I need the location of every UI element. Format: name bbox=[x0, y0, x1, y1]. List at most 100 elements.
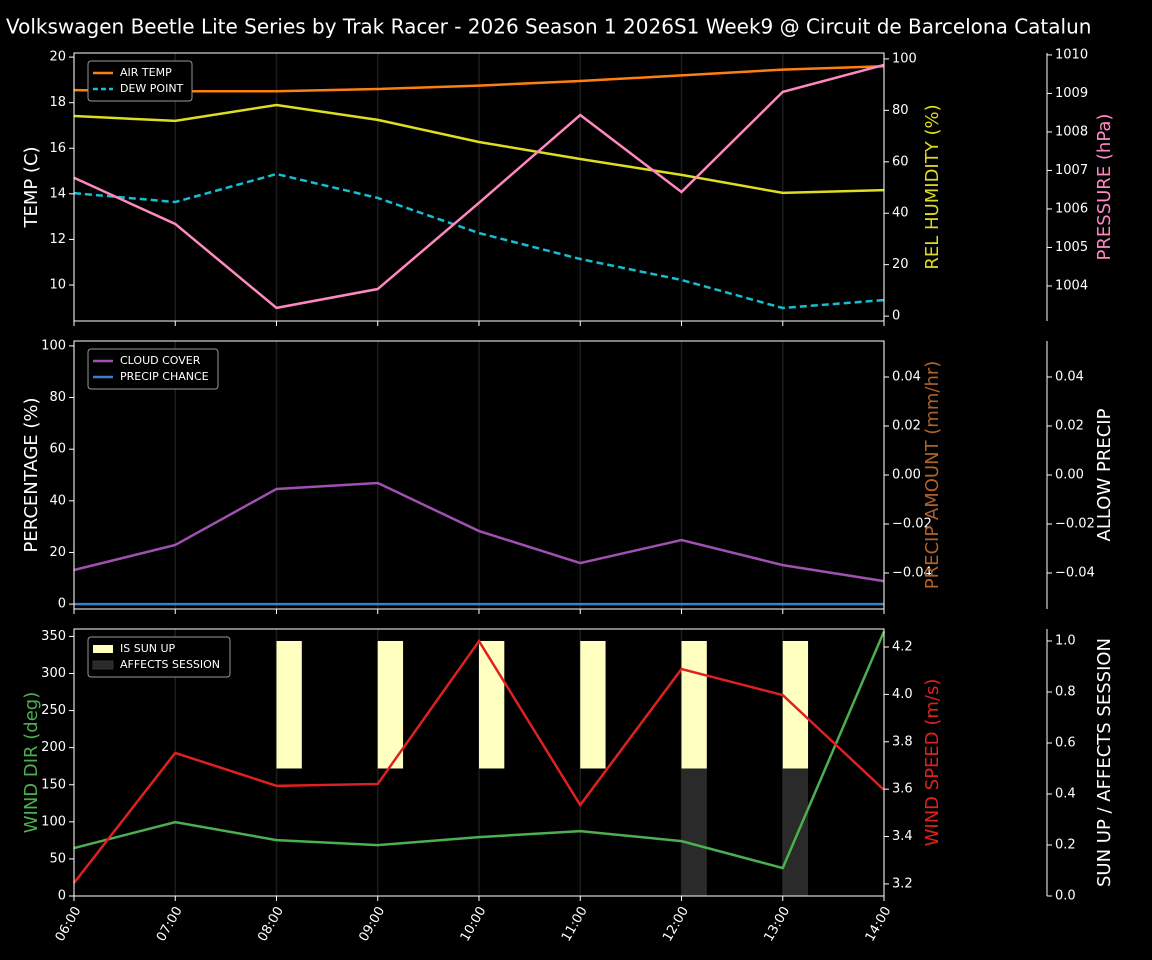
plot-frame bbox=[73, 52, 885, 322]
y-tick-label: 350 bbox=[41, 629, 66, 644]
y3-tick-label: 0.02 bbox=[1055, 419, 1084, 434]
y2-tick-label: −0.04 bbox=[892, 565, 932, 580]
y3-tick-label: 0.0 bbox=[1055, 889, 1076, 904]
legend-label: IS SUN UP bbox=[120, 642, 176, 655]
x-tick-label: 08:00 bbox=[255, 904, 287, 944]
y3-tick-label: 1005 bbox=[1055, 240, 1088, 255]
y2-tick-label: 3.8 bbox=[892, 734, 913, 749]
y-tick-label: 20 bbox=[49, 50, 66, 65]
y2-tick-label: 100 bbox=[892, 51, 917, 66]
y2-tick-label: 4.0 bbox=[892, 687, 913, 702]
legend-label: AFFECTS SESSION bbox=[120, 658, 220, 671]
y-tick-label: 0 bbox=[58, 597, 66, 612]
x-tick-label: 10:00 bbox=[458, 904, 490, 944]
series-line bbox=[73, 638, 885, 884]
legend: CLOUD COVER PRECIP CHANCE bbox=[87, 348, 219, 390]
legend-box bbox=[87, 636, 231, 678]
bar bbox=[681, 640, 707, 769]
legend: AIR TEMP DEW POINT bbox=[87, 60, 193, 102]
legend-swatch bbox=[93, 645, 113, 653]
bar bbox=[276, 640, 302, 769]
y2-tick-label: 3.4 bbox=[892, 829, 913, 844]
y-tick-label: 100 bbox=[41, 338, 66, 353]
legend: IS SUN UP AFFECTS SESSION bbox=[87, 636, 231, 678]
x-tick-label: 07:00 bbox=[154, 904, 186, 944]
y3-tick-label: 1008 bbox=[1055, 124, 1088, 139]
y3-tick-label: 0.6 bbox=[1055, 735, 1076, 750]
series-line bbox=[73, 172, 885, 310]
y-axis-label: WIND DIR (deg) bbox=[21, 692, 42, 834]
y3-tick-label: 1004 bbox=[1055, 278, 1088, 293]
y2-axis-label: REL HUMIDITY (%) bbox=[922, 104, 943, 269]
y-tick-label: 100 bbox=[41, 814, 66, 829]
y3-tick-label: 1007 bbox=[1055, 163, 1088, 178]
y3-tick-label: 0.8 bbox=[1055, 684, 1076, 699]
y-tick-label: 60 bbox=[49, 442, 66, 457]
y2-tick-label: 80 bbox=[892, 103, 909, 118]
y-tick-label: 300 bbox=[41, 666, 66, 681]
y-tick-label: 50 bbox=[49, 851, 66, 866]
y3-tick-label: 0.2 bbox=[1055, 837, 1076, 852]
y3-tick-label: −0.04 bbox=[1055, 565, 1095, 580]
y3-tick-label: 1009 bbox=[1055, 86, 1088, 101]
series-line bbox=[73, 630, 886, 870]
y2-tick-label: 0 bbox=[892, 309, 900, 324]
y3-axis-label: PRESSURE (hPa) bbox=[1094, 114, 1115, 261]
y3-tick-label: 0.00 bbox=[1055, 468, 1084, 483]
bar bbox=[377, 640, 404, 769]
x-tick-label: 06:00 bbox=[53, 904, 85, 944]
legend-label: AIR TEMP bbox=[120, 66, 172, 79]
legend-box bbox=[87, 348, 219, 390]
y2-tick-label: 0.02 bbox=[892, 419, 921, 434]
y-tick-label: 16 bbox=[49, 141, 66, 156]
y3-tick-label: 0.04 bbox=[1055, 370, 1084, 385]
y3-tick-label: 1010 bbox=[1055, 47, 1088, 62]
plot-frame bbox=[73, 340, 885, 610]
y2-tick-label: 0.00 bbox=[892, 468, 921, 483]
plot-frame bbox=[73, 628, 885, 897]
y-tick-label: 18 bbox=[49, 95, 66, 110]
series-line bbox=[73, 63, 885, 310]
y2-tick-label: 20 bbox=[892, 257, 909, 272]
y3-tick-label: 1006 bbox=[1055, 201, 1088, 216]
y3-tick-label: −0.02 bbox=[1055, 516, 1095, 531]
y2-tick-label: 3.6 bbox=[892, 782, 913, 797]
y-tick-label: 200 bbox=[41, 740, 66, 755]
y2-tick-label: 3.2 bbox=[892, 876, 913, 891]
y2-tick-label: 60 bbox=[892, 154, 909, 169]
y2-tick-label: 4.2 bbox=[892, 640, 913, 655]
legend-label: PRECIP CHANCE bbox=[120, 370, 209, 383]
y3-axis-label: ALLOW PRECIP bbox=[1094, 408, 1115, 541]
y2-tick-label: 0.04 bbox=[892, 370, 921, 385]
chart-title: Volkswagen Beetle Lite Series by Trak Ra… bbox=[6, 15, 1091, 39]
bar bbox=[782, 640, 809, 769]
series-line bbox=[73, 481, 885, 583]
bar bbox=[782, 768, 809, 896]
bar bbox=[580, 640, 606, 769]
legend-label: DEW POINT bbox=[120, 82, 184, 95]
x-tick-label: 11:00 bbox=[559, 904, 591, 944]
y2-tick-label: 40 bbox=[892, 206, 909, 221]
y-tick-label: 40 bbox=[49, 493, 66, 508]
y-tick-label: 20 bbox=[49, 545, 66, 560]
y-tick-label: 80 bbox=[49, 390, 66, 405]
legend-box bbox=[87, 60, 193, 102]
x-tick-label: 09:00 bbox=[357, 904, 389, 944]
legend-label: CLOUD COVER bbox=[120, 354, 201, 367]
y2-axis-label: PRECIP AMOUNT (mm/hr) bbox=[922, 361, 943, 590]
y3-axis-label: SUN UP / AFFECTS SESSION bbox=[1094, 638, 1115, 887]
series-line bbox=[73, 103, 885, 195]
y-tick-label: 150 bbox=[41, 777, 66, 792]
x-tick-label: 14:00 bbox=[863, 904, 895, 944]
legend-swatch bbox=[92, 660, 114, 670]
series-line bbox=[73, 64, 885, 93]
y2-tick-label: −0.02 bbox=[892, 516, 932, 531]
y3-tick-label: 0.4 bbox=[1055, 786, 1076, 801]
y-tick-label: 250 bbox=[41, 703, 66, 718]
y-axis-label: TEMP (C) bbox=[21, 146, 42, 228]
x-tick-label: 13:00 bbox=[762, 904, 794, 944]
y-tick-label: 12 bbox=[49, 232, 66, 247]
y3-tick-label: 1.0 bbox=[1055, 633, 1076, 648]
